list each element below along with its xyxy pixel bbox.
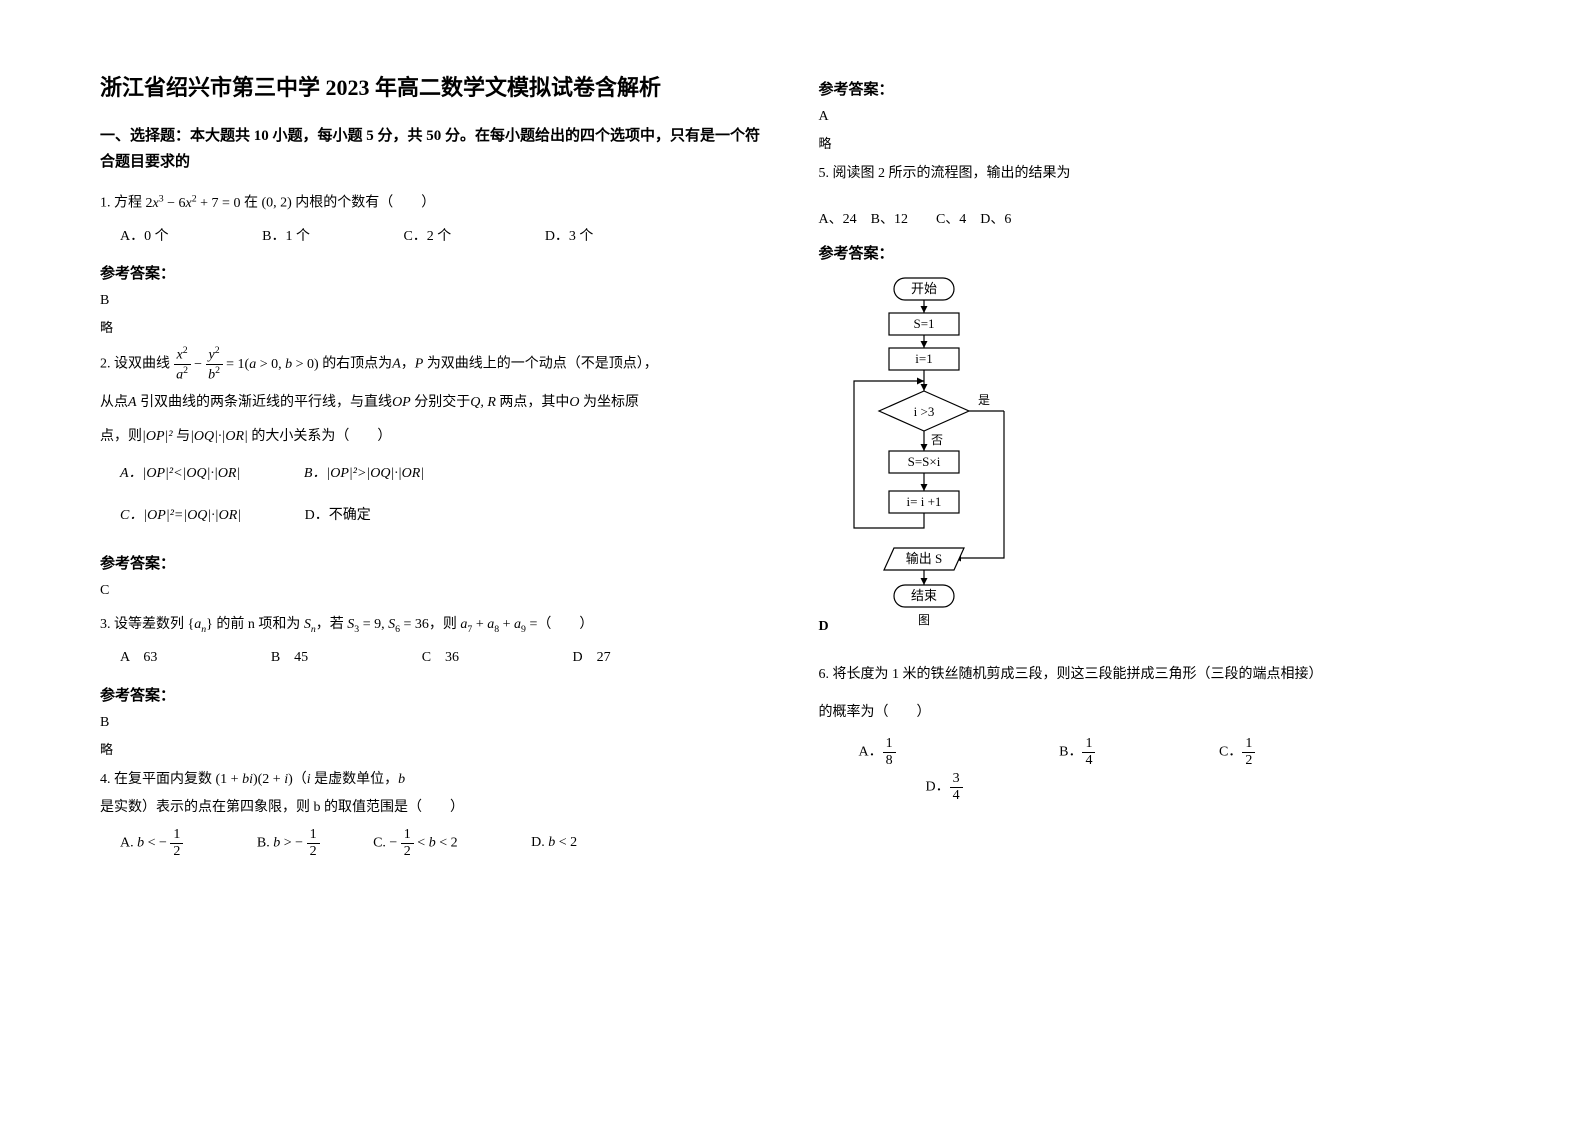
q1-answer-label: 参考答案： — [100, 262, 769, 283]
q6-options: A．18 B．14 C．12 D．34 — [819, 737, 1488, 807]
q1-prefix: 1. 方程 — [100, 196, 142, 211]
q4-opt-b: B. b > − 12 — [257, 828, 320, 859]
q3-answer-label: 参考答案： — [100, 684, 769, 705]
q1-note: 略 — [100, 317, 769, 336]
q4-opt-c: C. − 12 < b < 2 — [373, 828, 458, 859]
flow-yes: 是 — [978, 393, 990, 407]
q2-A: A — [392, 357, 401, 372]
q6-opt-a: A．18 — [859, 737, 896, 768]
q2-abs2: |OQ|·|OR| — [190, 429, 248, 444]
q1-mid: 在 — [244, 196, 258, 211]
q2-mid2: ， — [401, 357, 415, 372]
q2-A2: A — [128, 395, 137, 410]
flow-cond: i >3 — [913, 404, 934, 419]
q2-OP: OP — [392, 395, 411, 410]
q2-O: O — [569, 395, 579, 410]
question-1: 1. 方程 2x3 − 6x2 + 7 = 0 在 (0, 2) 内根的个数有（… — [100, 189, 769, 218]
q5-answer: D — [819, 619, 829, 635]
q5-answer-label: 参考答案： — [819, 242, 1488, 263]
q2-opt-b: B．|OP|²>|OQ|·|OR| — [304, 461, 424, 488]
q3-note: 略 — [100, 739, 769, 758]
q1-options: A．0 个 B．1 个 C．2 个 D．3 个 — [100, 224, 769, 255]
q2-answer-label: 参考答案： — [100, 552, 769, 573]
q2-l2d: 两点，其中 — [499, 395, 569, 410]
q4-opt-d: D. b < 2 — [531, 830, 577, 857]
q1-opt-c: C．2 个 — [403, 224, 451, 251]
section-1-header: 一、选择题：本大题共 10 小题，每小题 5 分，共 50 分。在每小题给出的四… — [100, 124, 769, 175]
flow-no: 否 — [931, 433, 943, 447]
q2-QR: Q, R — [470, 395, 496, 410]
q1-opt-b: B．1 个 — [262, 224, 310, 251]
q2-opt-d: D．不确定 — [305, 503, 371, 530]
q2-l2c: 分别交于 — [414, 395, 470, 410]
q4-answer-label: 参考答案： — [819, 78, 1488, 99]
flow-s1: S=1 — [913, 316, 934, 331]
q2-l3b: 与 — [176, 429, 190, 444]
q2-opt-a: A．|OP|²<|OQ|·|OR| — [120, 461, 240, 488]
q3-answer: B — [100, 715, 769, 731]
q2-l2b: 引双曲线的两条渐近线的平行线，与直线 — [140, 395, 392, 410]
q1-interval: (0, 2) — [261, 196, 291, 211]
q2-answer: C — [100, 583, 769, 599]
flowchart-diagram: 开始 S=1 i=1 i >3 是 否 — [839, 273, 1039, 643]
flow-start: 开始 — [911, 281, 937, 296]
q2-prefix: 2. 设双曲线 — [100, 357, 170, 372]
question-5: 5. 阅读图 2 所示的流程图，输出的结果为 — [819, 160, 1488, 188]
flow-caption: 图 — [918, 613, 930, 627]
question-4: 4. 在复平面内复数 (1 + bi)(2 + i)（i 是虚数单位，b 是实数… — [100, 766, 769, 822]
q3-opt-a: A 63 — [120, 645, 157, 672]
question-2-line3: 点，则|OP|² 与|OQ|·|OR| 的大小关系为（ ） — [100, 423, 769, 451]
q3-options: A 63 B 45 C 36 D 27 — [100, 645, 769, 676]
q4-opt-a: A. b < − 12 — [120, 828, 183, 859]
flow-out: 输出 S — [905, 551, 941, 566]
q3-opt-b: B 45 — [271, 645, 308, 672]
q2-l2a: 从点 — [100, 395, 128, 410]
q4-answer: A — [819, 109, 1488, 125]
q1-expr: 2x3 − 6x2 + 7 = 0 — [146, 196, 241, 211]
q6-opt-c: C．12 — [1219, 737, 1255, 768]
q1-opt-a: A．0 个 — [120, 224, 169, 251]
flow-i1: i=1 — [915, 351, 932, 366]
q2-abs1: |OP|² — [142, 429, 173, 444]
q2-l3a: 点，则 — [100, 429, 142, 444]
q2-opt-c: C．|OP|²=|OQ|·|OR| — [120, 503, 241, 530]
question-2: 2. 设双曲线 x2a2 − y2b2 = 1(a > 0, b > 0) 的右… — [100, 346, 769, 382]
q2-mid3: 为双曲线上的一个动点（不是顶点）， — [427, 357, 658, 372]
q2-l3c: 的大小关系为（ ） — [251, 429, 391, 444]
q2-options-row2: C．|OP|²=|OQ|·|OR| D．不确定 — [100, 503, 769, 534]
q2-options-row1: A．|OP|²<|OQ|·|OR| B．|OP|²>|OQ|·|OR| — [100, 461, 769, 492]
flow-inc: i= i +1 — [906, 494, 941, 509]
question-2-line2: 从点A 引双曲线的两条渐近线的平行线，与直线OP 分别交于Q, R 两点，其中O… — [100, 389, 769, 417]
q3-opt-d: D 27 — [573, 645, 611, 672]
q1-answer: B — [100, 293, 769, 309]
q4-options: A. b < − 12 B. b > − 12 C. − 12 < b < 2 … — [100, 828, 769, 863]
q2-P: P — [415, 357, 424, 372]
q2-l2e: 为坐标原 — [583, 395, 639, 410]
q3-opt-c: C 36 — [422, 645, 459, 672]
q4-note: 略 — [819, 133, 1488, 152]
q1-suffix: 内根的个数有（ ） — [295, 196, 435, 211]
q6-opt-d: D．34 — [926, 772, 963, 803]
flow-end: 结束 — [911, 588, 937, 603]
q6-opt-b: B．14 — [1059, 737, 1095, 768]
question-6-line1: 6. 将长度为 1 米的铁丝随机剪成三段，则这三段能拼成三角形（三段的端点相接） — [819, 661, 1488, 689]
q1-opt-d: D．3 个 — [545, 224, 594, 251]
flow-mul: S=S×i — [907, 454, 940, 469]
q5-options: A、24 B、12 C、4 D、6 — [819, 206, 1488, 234]
q2-mid1: 的右顶点为 — [322, 357, 392, 372]
doc-title: 浙江省绍兴市第三中学 2023 年高二数学文模拟试卷含解析 — [100, 70, 769, 102]
q2-expr: x2a2 − y2b2 = 1(a > 0, b > 0) — [174, 357, 319, 372]
question-3: 3. 设等差数列 {an} 的前 n 项和为 Sn，若 S3 = 9, S6 =… — [100, 611, 769, 639]
question-6-line2: 的概率为（ ） — [819, 699, 1488, 727]
